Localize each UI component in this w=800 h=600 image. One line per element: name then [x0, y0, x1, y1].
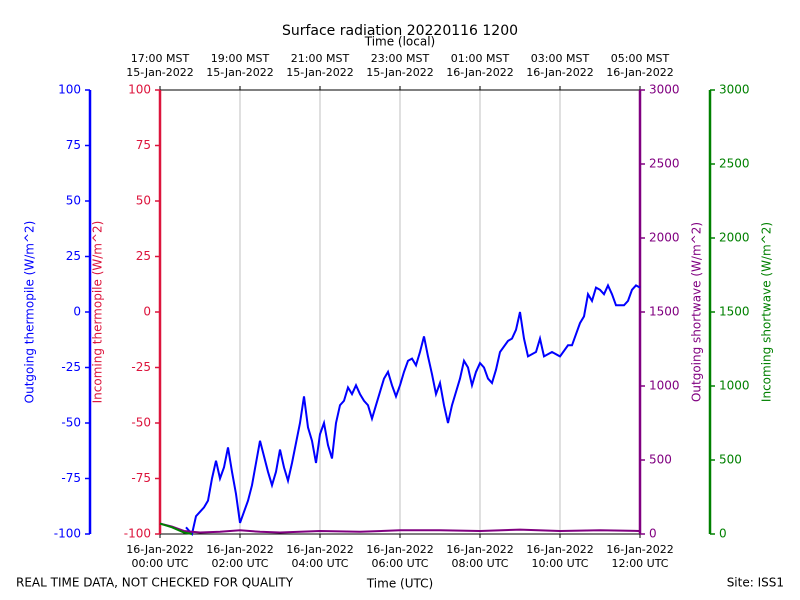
x-axis-label: Time (UTC): [366, 577, 433, 591]
y-tick-label: -100: [54, 527, 81, 541]
series-line: [159, 522, 193, 535]
y3-tick-label: 0: [649, 527, 657, 541]
y4-tick-label: 0: [719, 527, 727, 541]
y3-tick-label: 500: [649, 453, 672, 467]
y2-tick-label: -100: [124, 527, 151, 541]
y2-tick-label: -75: [131, 471, 151, 485]
y4-tick-label: 1000: [719, 379, 750, 393]
y-tick-label: -25: [61, 360, 81, 374]
x2-tick-label: 21:00 MST 15-Jan-2022: [286, 52, 354, 79]
series-line: [185, 282, 641, 537]
y2-tick-label: -25: [131, 360, 151, 374]
y-tick-label: 50: [66, 194, 81, 208]
y-tick-label: -50: [61, 416, 81, 430]
chart-title: Surface radiation 20220116 1200: [282, 23, 518, 39]
x2-tick-label: 05:00 MST 16-Jan-2022: [606, 52, 674, 79]
y-axis-label: Outgoing thermopile (W/m^2): [23, 221, 37, 404]
y2-tick-label: 0: [143, 305, 151, 319]
y2-axis-label: Incoming thermopile (W/m^2): [91, 221, 105, 404]
y3-axis-label: Outgoing shortwave (W/m^2): [690, 222, 704, 402]
y3-tick-label: 1000: [649, 379, 680, 393]
y-tick-label: -75: [61, 471, 81, 485]
x2-tick-label: 01:00 MST 16-Jan-2022: [446, 52, 514, 79]
footer-right: Site: ISS1: [727, 576, 784, 590]
y2-tick-label: -50: [131, 416, 151, 430]
x-tick-label: 16-Jan-2022 00:00 UTC: [126, 543, 194, 570]
x-tick-label: 16-Jan-2022 08:00 UTC: [446, 543, 514, 570]
x2-tick-label: 23:00 MST 15-Jan-2022: [366, 52, 434, 79]
y3-tick-label: 2500: [649, 157, 680, 171]
y-tick-label: 75: [66, 138, 81, 152]
x-tick-label: 16-Jan-2022 12:00 UTC: [606, 543, 674, 570]
y-tick-label: 100: [58, 83, 81, 97]
y4-axis-label: Incoming shortwave (W/m^2): [760, 222, 774, 402]
y4-tick-label: 1500: [719, 305, 750, 319]
x2-tick-label: 19:00 MST 15-Jan-2022: [206, 52, 274, 79]
x-tick-label: 16-Jan-2022 10:00 UTC: [526, 543, 594, 570]
y3-tick-label: 2000: [649, 231, 680, 245]
y2-tick-label: 50: [136, 194, 151, 208]
y3-tick-label: 1500: [649, 305, 680, 319]
y3-tick-label: 3000: [649, 83, 680, 97]
y4-tick-label: 3000: [719, 83, 750, 97]
x-tick-label: 16-Jan-2022 06:00 UTC: [366, 543, 434, 570]
y2-tick-label: 100: [128, 83, 151, 97]
y-tick-label: 25: [66, 249, 81, 263]
y2-tick-label: 25: [136, 249, 151, 263]
y2-tick-label: 75: [136, 138, 151, 152]
y4-tick-label: 2500: [719, 157, 750, 171]
x-tick-label: 16-Jan-2022 04:00 UTC: [286, 543, 354, 570]
x-tick-label: 16-Jan-2022 02:00 UTC: [206, 543, 274, 570]
x2-tick-label: 03:00 MST 16-Jan-2022: [526, 52, 594, 79]
y4-tick-label: 2000: [719, 231, 750, 245]
y-tick-label: 0: [73, 305, 81, 319]
series-line: [159, 522, 641, 534]
x2-axis-label: Time (local): [364, 35, 436, 49]
footer-left: REAL TIME DATA, NOT CHECKED FOR QUALITY: [16, 576, 294, 590]
x2-tick-label: 17:00 MST 15-Jan-2022: [126, 52, 194, 79]
y4-tick-label: 500: [719, 453, 742, 467]
